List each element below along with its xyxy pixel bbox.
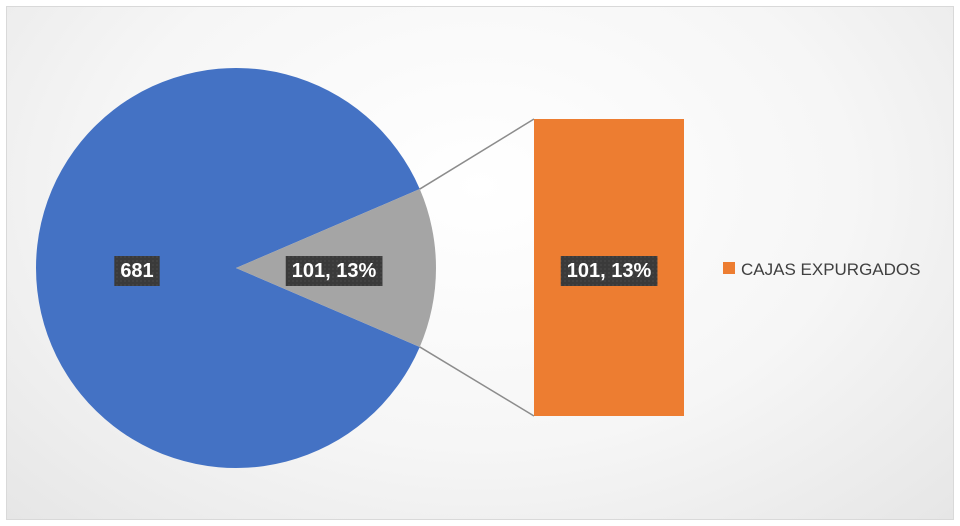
legend-label: CAJAS EXPURGADOS [741,260,921,279]
data-label-bar: 101, 13% [560,256,658,286]
pie-slice-main [36,67,420,469]
connector-line-top [419,118,535,190]
legend-swatch [723,262,735,274]
legend: CAJAS EXPURGADOS [723,260,921,279]
data-label-bar-text: 101, 13% [567,260,652,282]
data-label-bar-box [560,256,658,286]
data-label-main: 681 [114,256,160,286]
data-label-secondary: 101, 13% [285,256,383,286]
data-label-secondary-box [285,256,383,286]
data-labels: 681 101, 13% 101, 13% [114,256,658,286]
connector-line-bottom [419,346,535,417]
data-label-secondary-text: 101, 13% [292,260,377,282]
connector-lines [419,118,535,417]
data-label-main-box [114,256,160,286]
data-label-main-text: 681 [120,260,153,282]
